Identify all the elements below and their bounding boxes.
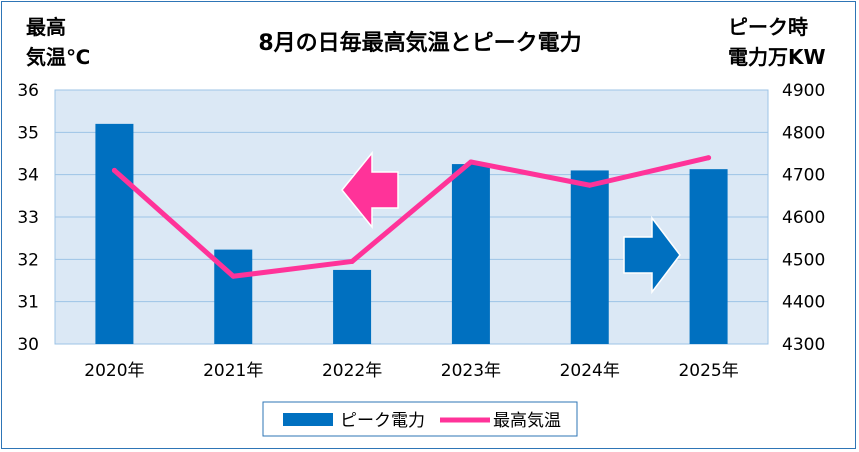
y-left-tick-33: 33 [17, 208, 39, 228]
x-tick-2022年: 2022年 [322, 361, 382, 381]
legend-label-line: 最高気温 [493, 411, 561, 431]
bar-2024年 [570, 170, 609, 344]
x-tick-2025年: 2025年 [678, 361, 738, 381]
y-left-tick-34: 34 [17, 166, 39, 186]
x-tick-2023年: 2023年 [441, 361, 501, 381]
y-right-tick-4500: 4500 [782, 250, 825, 270]
y-right-tick-4400: 4400 [782, 293, 825, 313]
y-right-tick-4800: 4800 [782, 123, 825, 143]
y-left-label-line1: 最高 [26, 15, 66, 39]
temperature-point-2022年 [349, 258, 355, 264]
x-tick-2021年: 2021年 [203, 361, 263, 381]
temperature-point-2020年 [111, 167, 117, 173]
left-arrow-icon [341, 150, 399, 230]
temperature-point-2021年 [230, 273, 236, 279]
y-left-tick-36: 36 [17, 81, 39, 101]
legend-swatch-bar [283, 413, 333, 426]
y-right-tick-4900: 4900 [782, 81, 825, 101]
y-left-label-line2: 気温℃ [26, 45, 90, 69]
temperature-point-2025年 [706, 155, 712, 161]
plot-border [54, 89, 769, 345]
y-right-tick-4600: 4600 [782, 208, 825, 228]
y-left-tick-31: 31 [17, 293, 39, 313]
bar-2023年 [451, 164, 490, 344]
legend-label-bar: ピーク電力 [340, 411, 425, 431]
right-arrow-icon [623, 215, 681, 295]
x-tick-2020年: 2020年 [84, 361, 144, 381]
y-right-label-line2: 電力万KW [728, 45, 826, 69]
chart-title: 8月の日毎最高気温とピーク電力 [258, 30, 581, 56]
y-left-tick-32: 32 [17, 250, 39, 270]
temperature-line [111, 155, 712, 279]
bar-2020年 [95, 123, 134, 344]
y-right-label-line1: ピーク時 [728, 15, 808, 39]
y-right-tick-4300: 4300 [782, 335, 825, 355]
x-tick-2024年: 2024年 [560, 361, 620, 381]
y-left-tick-35: 35 [17, 123, 39, 143]
y-left-tick-30: 30 [17, 335, 39, 355]
bar-2022年 [333, 269, 372, 344]
temperature-point-2024年 [587, 182, 593, 188]
y-right-tick-4700: 4700 [782, 166, 825, 186]
bar-2025年 [689, 169, 728, 344]
temperature-point-2023年 [468, 159, 474, 165]
